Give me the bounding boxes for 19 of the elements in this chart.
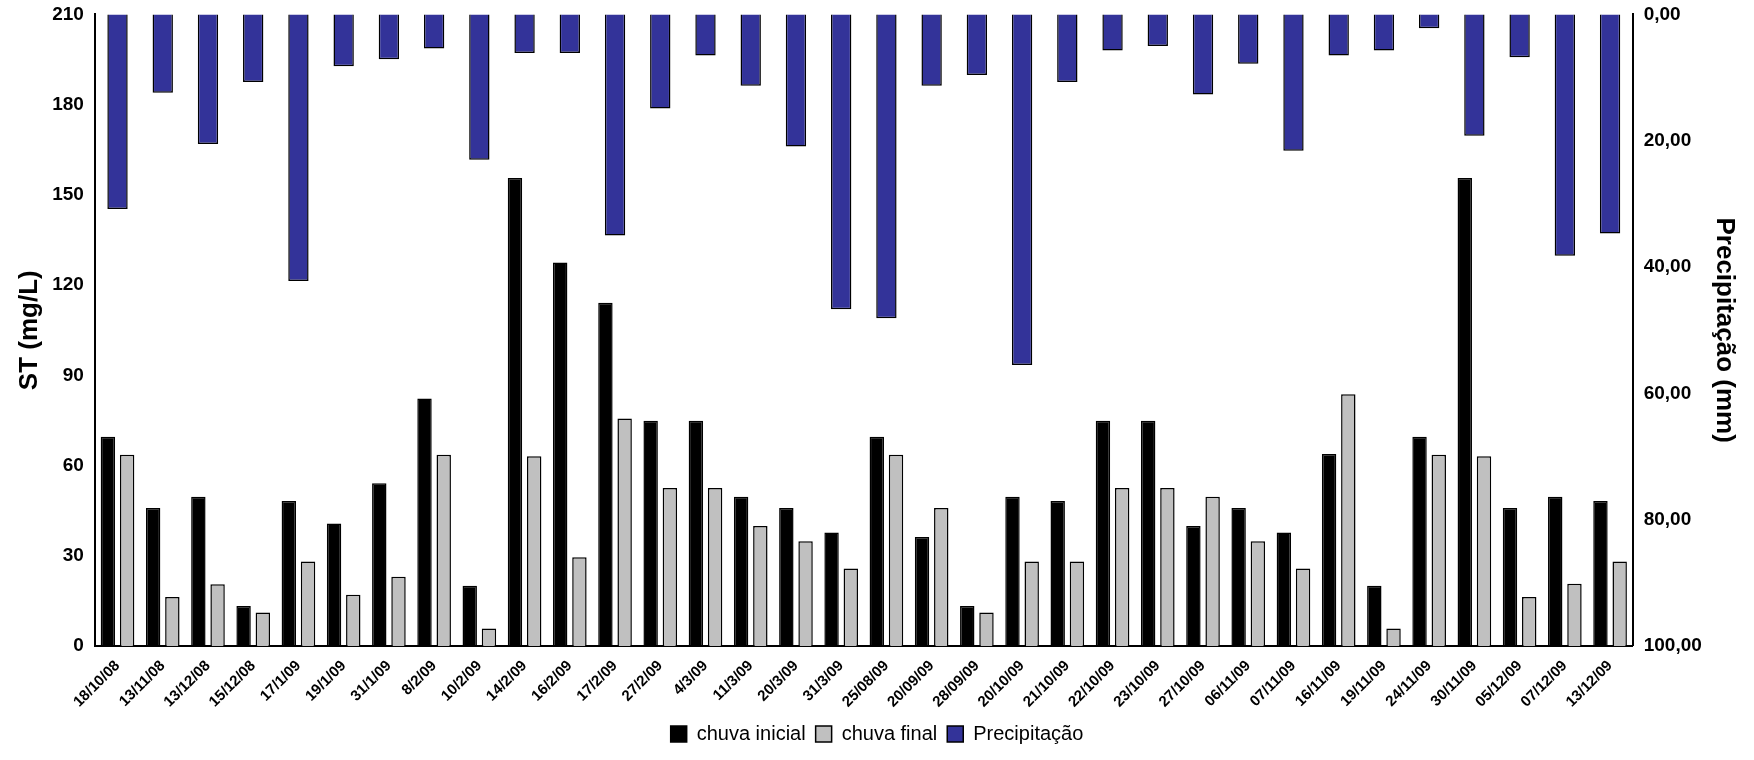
y-tick-label: 210 — [52, 2, 84, 24]
y2-tick-label: 60,00 — [1643, 381, 1692, 403]
y-tick-label: 60 — [62, 453, 84, 475]
y2-axis-title: Precipitação (mm) — [1711, 217, 1742, 443]
y-tick-label: 150 — [52, 183, 84, 205]
y-tick-label: 120 — [52, 273, 84, 295]
y-tick-label: 90 — [62, 363, 84, 385]
y2-tick-label: 20,00 — [1643, 128, 1692, 150]
y-axis-title: ST (mg/L) — [12, 270, 43, 391]
y-tick-label: 0 — [73, 634, 84, 656]
y-tick-label: 180 — [52, 92, 84, 114]
y-tick-label: 30 — [62, 543, 84, 565]
legend-label: chuva inicial — [696, 721, 806, 744]
y2-tick-label: 80,00 — [1643, 507, 1692, 529]
legend-label: chuva final — [841, 721, 938, 744]
legend-label: Precipitação — [973, 721, 1084, 744]
y2-tick-label: 40,00 — [1643, 255, 1692, 277]
y2-tick-label: 0,00 — [1643, 2, 1681, 24]
y2-tick-label: 100,00 — [1643, 634, 1702, 656]
